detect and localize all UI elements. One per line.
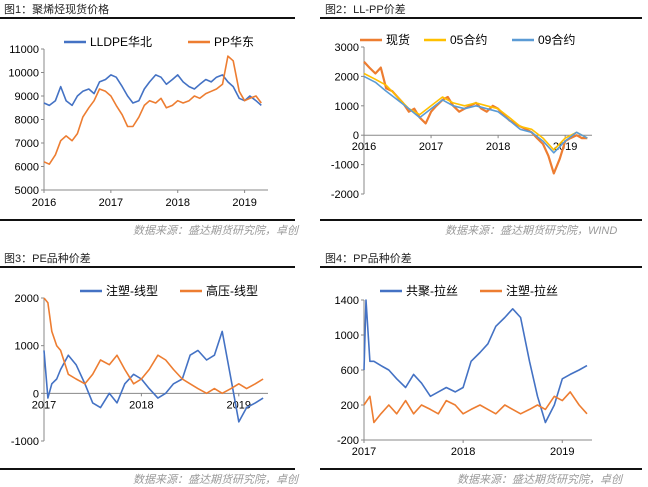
figure-2-top-rule [320,17,642,19]
figure-4-source: 数据来源：盛达期货研究院，卓创 [457,474,622,486]
chart-3-series-line [43,297,264,395]
chart-2-legend-label: 现货 [386,32,410,47]
chart-4-y-tick-label: 200 [341,400,359,412]
chart-2-y-tick-label: -2000 [331,189,359,201]
chart-3-legend-label: 注塑-线型 [106,283,158,298]
figure-4-title: 图4：PP品种价差 [325,253,412,265]
chart-3-y-tick-label: 2000 [15,293,39,305]
chart-1-x-tick-label: 2017 [99,197,123,209]
chart-1-x-tick-label: 2019 [232,197,256,209]
chart-3-x-tick-label: 2017 [32,399,56,411]
figure-3-top-rule [0,266,295,268]
chart-2-y-tick-label: 1000 [335,101,359,113]
chart-4-series-line [363,391,588,424]
chart-2-series-line [363,60,588,175]
chart-4-y-tick-label: -200 [337,435,359,447]
figure-3-title: 图3：PE品种价差 [4,253,91,265]
figure-2-source: 数据来源：盛达期货研究院，WIND [445,225,618,237]
chart-3-x-tick-label: 2018 [129,399,153,411]
chart-2-series-line [363,72,588,151]
chart-1-y-tick-label: 5000 [15,185,39,197]
chart-4-y-tick-label: 1000 [335,330,359,342]
chart-4-y-tick-label: 600 [341,365,359,377]
figure-2-bottom-rule [320,219,642,221]
chart-1-y-tick-label: 10000 [8,68,39,80]
chart-1-x-tick-label: 2018 [165,197,189,209]
chart-1-legend-label: LLDPE华北 [90,35,152,49]
figure-1-title: 图1：聚烯烃现货价格 [4,4,110,16]
chart-4-x-tick-label: 2018 [451,446,475,458]
chart-1-y-tick-label: 11000 [9,44,39,56]
chart-1-x-tick-label: 2016 [32,197,56,209]
chart-4-series-line [363,299,588,424]
chart-2-y-tick-label: -1000 [331,160,359,172]
figure-3-bottom-rule [0,468,295,470]
chart-4-x-tick-label: 2017 [352,446,376,458]
figure-2-title: 图2：LL-PP价差 [325,4,406,16]
chart-2-x-tick-label: 2016 [352,141,376,153]
chart-3-x-tick-label: 2019 [227,399,251,411]
chart-1-y-tick-label: 6000 [15,162,39,174]
figure-3-source: 数据来源：盛达期货研究院，卓创 [133,474,298,486]
chart-4-x-tick-label: 2019 [550,446,574,458]
chart-4-legend-label: 共聚-拉丝 [406,283,458,298]
figure-1-source: 数据来源：盛达期货研究院，卓创 [133,225,298,237]
chart-3-y-tick-label: 0 [33,388,39,400]
chart-1-y-tick-label: 8000 [15,115,39,127]
chart-4-y-tick-label: 1400 [335,295,359,307]
chart-1-series-line [43,55,262,165]
chart-2-y-tick-label: 2000 [335,71,359,83]
chart-2-y-tick-label: 0 [353,130,359,142]
chart-2-y-tick-label: 3000 [335,42,359,54]
figure-4-bottom-rule [320,468,642,470]
chart-1-y-tick-label: 9000 [15,91,39,103]
figure-1-top-rule [0,17,295,19]
chart-2-legend-label: 05合约 [450,32,487,47]
figure-1-bottom-rule [0,219,295,221]
chart-1-series-line [43,74,262,107]
chart-3-y-tick-label: -1000 [11,436,39,448]
chart-3-y-tick-label: 1000 [15,341,39,353]
chart-3-legend-label: 高压-线型 [206,283,258,298]
chart-4-legend-label: 注塑-拉丝 [506,283,558,298]
chart-1-y-tick-label: 7000 [15,138,39,150]
figure-4-top-rule [320,266,642,268]
chart-2-x-tick-label: 2017 [419,141,443,153]
chart-2-legend-label: 09合约 [538,32,575,47]
chart-2-series-line [363,75,588,154]
chart-3-series-line [43,330,264,423]
chart-2-x-tick-label: 2018 [486,141,510,153]
chart-1-legend-label: PP华东 [214,35,254,49]
